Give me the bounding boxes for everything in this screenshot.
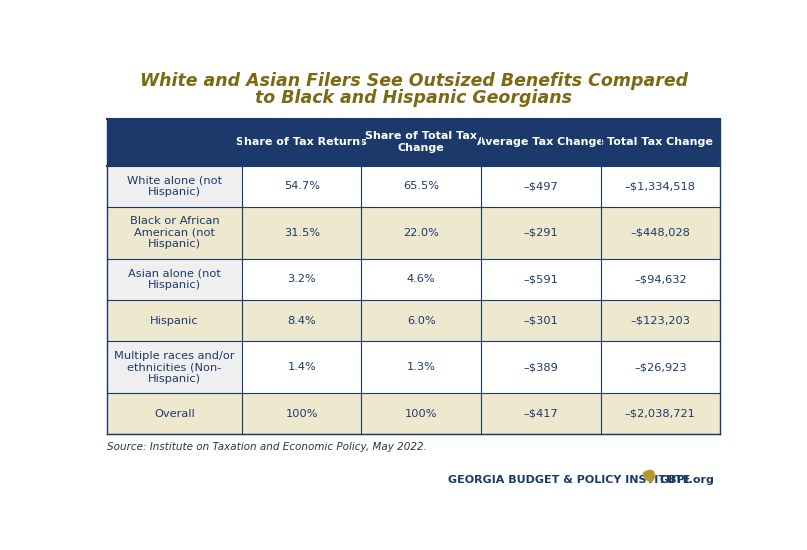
Text: 31.5%: 31.5% <box>284 228 320 238</box>
FancyBboxPatch shape <box>600 166 720 207</box>
Text: –$301: –$301 <box>523 316 558 326</box>
Text: –$389: –$389 <box>523 362 558 372</box>
FancyBboxPatch shape <box>481 393 600 435</box>
Text: Average Tax Change: Average Tax Change <box>477 138 604 147</box>
FancyBboxPatch shape <box>107 393 242 435</box>
FancyBboxPatch shape <box>600 393 720 435</box>
FancyBboxPatch shape <box>107 119 720 166</box>
FancyBboxPatch shape <box>107 207 242 258</box>
Text: Asian alone (not
Hispanic): Asian alone (not Hispanic) <box>128 268 221 290</box>
FancyBboxPatch shape <box>600 300 720 342</box>
FancyBboxPatch shape <box>242 207 362 258</box>
FancyBboxPatch shape <box>600 207 720 258</box>
Text: –$448,028: –$448,028 <box>630 228 690 238</box>
Text: GEORGIA BUDGET & POLICY INSTITUTE: GEORGIA BUDGET & POLICY INSTITUTE <box>448 475 690 485</box>
FancyBboxPatch shape <box>242 393 362 435</box>
Text: 54.7%: 54.7% <box>284 182 320 191</box>
Text: –$2,038,721: –$2,038,721 <box>625 409 696 419</box>
Text: to Black and Hispanic Georgians: to Black and Hispanic Georgians <box>255 89 572 107</box>
Text: 8.4%: 8.4% <box>287 316 316 326</box>
Text: –$591: –$591 <box>523 274 558 284</box>
Text: 65.5%: 65.5% <box>404 182 439 191</box>
Text: 100%: 100% <box>405 409 437 419</box>
Text: 6.0%: 6.0% <box>407 316 436 326</box>
Text: Hispanic: Hispanic <box>150 316 199 326</box>
FancyBboxPatch shape <box>242 342 362 393</box>
Text: –$94,632: –$94,632 <box>634 274 687 284</box>
FancyBboxPatch shape <box>107 300 242 342</box>
Text: 4.6%: 4.6% <box>407 274 436 284</box>
Text: –$497: –$497 <box>524 182 558 191</box>
Text: 1.4%: 1.4% <box>287 362 316 372</box>
FancyBboxPatch shape <box>481 342 600 393</box>
FancyBboxPatch shape <box>481 258 600 300</box>
Text: Overall: Overall <box>154 409 195 419</box>
Text: Share of Tax Returns: Share of Tax Returns <box>236 138 367 147</box>
Text: 22.0%: 22.0% <box>404 228 439 238</box>
Text: 3.2%: 3.2% <box>287 274 316 284</box>
Text: Share of Total Tax
Change: Share of Total Tax Change <box>366 131 477 153</box>
Text: Total Tax Change: Total Tax Change <box>608 138 713 147</box>
FancyBboxPatch shape <box>600 258 720 300</box>
FancyBboxPatch shape <box>481 300 600 342</box>
FancyBboxPatch shape <box>242 300 362 342</box>
FancyBboxPatch shape <box>481 207 600 258</box>
Text: 100%: 100% <box>286 409 318 419</box>
FancyBboxPatch shape <box>600 342 720 393</box>
Text: Black or African
American (not
Hispanic): Black or African American (not Hispanic) <box>130 216 220 250</box>
FancyBboxPatch shape <box>362 342 481 393</box>
FancyBboxPatch shape <box>107 342 242 393</box>
Polygon shape <box>642 470 655 482</box>
FancyBboxPatch shape <box>242 258 362 300</box>
Text: Source: Institute on Taxation and Economic Policy, May 2022.: Source: Institute on Taxation and Econom… <box>107 442 427 452</box>
FancyBboxPatch shape <box>107 166 242 207</box>
Text: –$1,334,518: –$1,334,518 <box>625 182 696 191</box>
Text: White alone (not
Hispanic): White alone (not Hispanic) <box>127 175 222 197</box>
FancyBboxPatch shape <box>242 166 362 207</box>
FancyBboxPatch shape <box>362 258 481 300</box>
FancyBboxPatch shape <box>362 300 481 342</box>
Text: 1.3%: 1.3% <box>407 362 436 372</box>
FancyBboxPatch shape <box>107 258 242 300</box>
FancyBboxPatch shape <box>362 393 481 435</box>
FancyBboxPatch shape <box>362 207 481 258</box>
Text: –$123,203: –$123,203 <box>630 316 690 326</box>
Text: –$417: –$417 <box>524 409 558 419</box>
Text: White and Asian Filers See Outsized Benefits Compared: White and Asian Filers See Outsized Bene… <box>140 72 688 90</box>
FancyBboxPatch shape <box>362 166 481 207</box>
FancyBboxPatch shape <box>481 166 600 207</box>
Text: GBPI.org: GBPI.org <box>659 475 714 485</box>
Text: –$291: –$291 <box>524 228 558 238</box>
Text: Multiple races and/or
ethnicities (Non-
Hispanic): Multiple races and/or ethnicities (Non- … <box>115 351 235 384</box>
Text: –$26,923: –$26,923 <box>634 362 687 372</box>
